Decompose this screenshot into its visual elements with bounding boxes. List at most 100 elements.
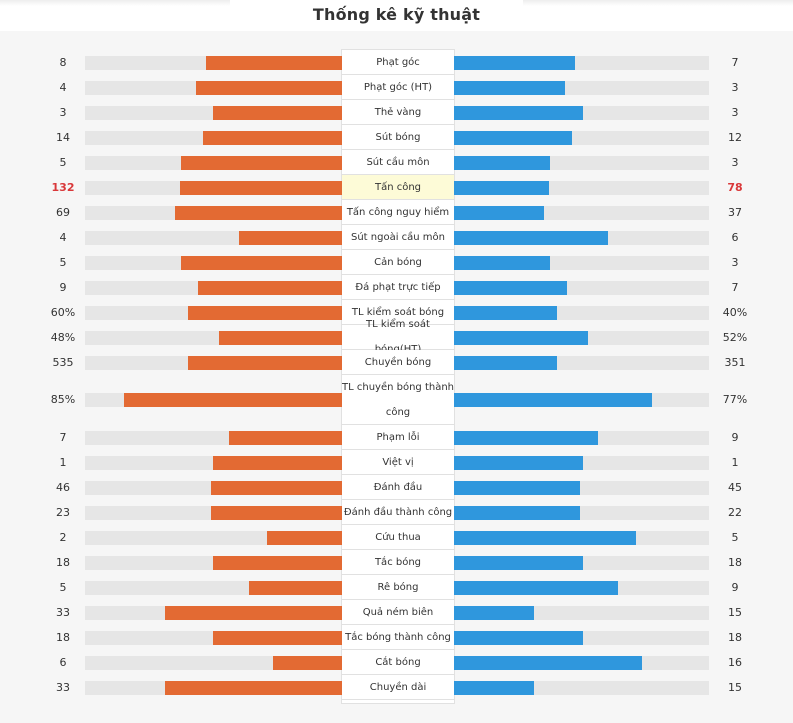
- away-bar: [454, 455, 583, 470]
- away-value: 12: [728, 130, 742, 144]
- away-bar: [454, 105, 583, 120]
- away-bar: [454, 155, 550, 170]
- home-value: 8: [59, 55, 67, 69]
- stat-label: TL kiểm soát bóng(HT): [342, 319, 454, 355]
- away-bar: [454, 530, 636, 545]
- stat-label: Quả ném biên: [342, 600, 454, 625]
- away-bar: [454, 230, 608, 245]
- home-value: 33: [56, 605, 70, 619]
- away-value: 3: [731, 80, 739, 94]
- stat-label: TL chuyền bóng thành công: [342, 375, 454, 425]
- away-bar: [454, 555, 583, 570]
- home-bar: [273, 655, 342, 670]
- home-value: 132: [51, 180, 75, 194]
- home-value: 6: [59, 655, 67, 669]
- away-bar: [454, 330, 588, 345]
- home-value: 535: [52, 355, 74, 369]
- away-value: 6: [731, 230, 739, 244]
- home-value: 60%: [50, 305, 76, 319]
- home-value: 5: [59, 255, 67, 269]
- home-bar: [175, 205, 342, 220]
- stat-label: Tắc bóng: [342, 550, 454, 575]
- away-bar: [454, 480, 580, 495]
- home-value: 23: [56, 505, 70, 519]
- away-bar: [454, 205, 544, 220]
- away-bar: [454, 305, 557, 320]
- stat-label: Đá phạt trực tiếp: [342, 275, 454, 300]
- home-value: 14: [56, 130, 70, 144]
- away-bar: [454, 605, 534, 620]
- away-bar: [454, 630, 583, 645]
- stat-label: Chuyền bóng: [342, 350, 454, 375]
- away-value: 18: [728, 555, 742, 569]
- away-bar: [454, 355, 557, 370]
- away-bar: [454, 505, 580, 520]
- home-bar: [181, 155, 342, 170]
- stat-label: Sút bóng: [342, 125, 454, 150]
- home-value: 5: [59, 580, 67, 594]
- home-value: 18: [56, 555, 70, 569]
- home-value: 85%: [50, 393, 76, 406]
- home-value: 3: [59, 105, 67, 119]
- home-bar: [180, 180, 342, 195]
- stat-label: Tấn công: [342, 175, 454, 200]
- home-bar: [181, 255, 342, 270]
- stat-label: TL kiểm soát bóng: [342, 300, 454, 325]
- away-bar: [454, 430, 598, 445]
- stat-label: Thẻ vàng: [342, 100, 454, 125]
- home-value: 48%: [50, 330, 76, 344]
- home-value: 46: [56, 480, 70, 494]
- home-value: 4: [59, 80, 67, 94]
- home-bar: [213, 630, 342, 645]
- away-bar: [454, 280, 567, 295]
- stat-label-line: TL chuyền bóng thành: [342, 381, 455, 393]
- home-bar: [165, 605, 342, 620]
- home-value: 69: [56, 205, 70, 219]
- home-bar: [213, 455, 342, 470]
- home-bar: [267, 530, 342, 545]
- away-value: 37: [728, 205, 742, 219]
- away-value: 7: [731, 280, 739, 294]
- home-value: 18: [56, 630, 70, 644]
- home-value: 5: [59, 155, 67, 169]
- home-bar: [165, 680, 342, 695]
- home-value: 33: [56, 680, 70, 694]
- away-value: 7: [731, 55, 739, 69]
- stat-label: Cắt bóng: [342, 650, 454, 675]
- stat-label: Phạt góc: [342, 50, 454, 75]
- stat-label: Phạm lỗi: [342, 425, 454, 450]
- top-shadow-right: [523, 0, 793, 6]
- stat-label: Tắc bóng thành công: [342, 625, 454, 650]
- away-bar: [454, 180, 549, 195]
- home-bar: [211, 505, 342, 520]
- stat-label: Đánh đầu: [342, 475, 454, 500]
- home-bar: [198, 280, 342, 295]
- home-bar: [249, 580, 342, 595]
- home-bar: [203, 130, 342, 145]
- away-value: 9: [731, 580, 739, 594]
- home-bar: [211, 480, 342, 495]
- away-value: 52%: [722, 330, 748, 344]
- away-bar: [454, 680, 534, 695]
- stat-label: Cứu thua: [342, 525, 454, 550]
- home-bar: [213, 555, 342, 570]
- home-bar: [213, 105, 342, 120]
- away-value: 77%: [722, 393, 748, 406]
- home-bar: [188, 355, 342, 370]
- away-value: 22: [728, 505, 742, 519]
- home-bar: [239, 230, 342, 245]
- stat-label: Rê bóng: [342, 575, 454, 600]
- home-value: 7: [59, 430, 67, 444]
- away-bar: [454, 80, 565, 95]
- home-value: 2: [59, 530, 67, 544]
- stat-label-line: công: [385, 406, 411, 418]
- stat-label: Việt vị: [342, 450, 454, 475]
- away-bar: [454, 55, 575, 70]
- home-value: 4: [59, 230, 67, 244]
- stat-label: Sút ngoài cầu môn: [342, 225, 454, 250]
- home-value: 1: [59, 455, 67, 469]
- away-bar: [454, 393, 652, 407]
- away-bar: [454, 580, 618, 595]
- home-bar: [124, 393, 342, 407]
- away-value: 16: [728, 655, 742, 669]
